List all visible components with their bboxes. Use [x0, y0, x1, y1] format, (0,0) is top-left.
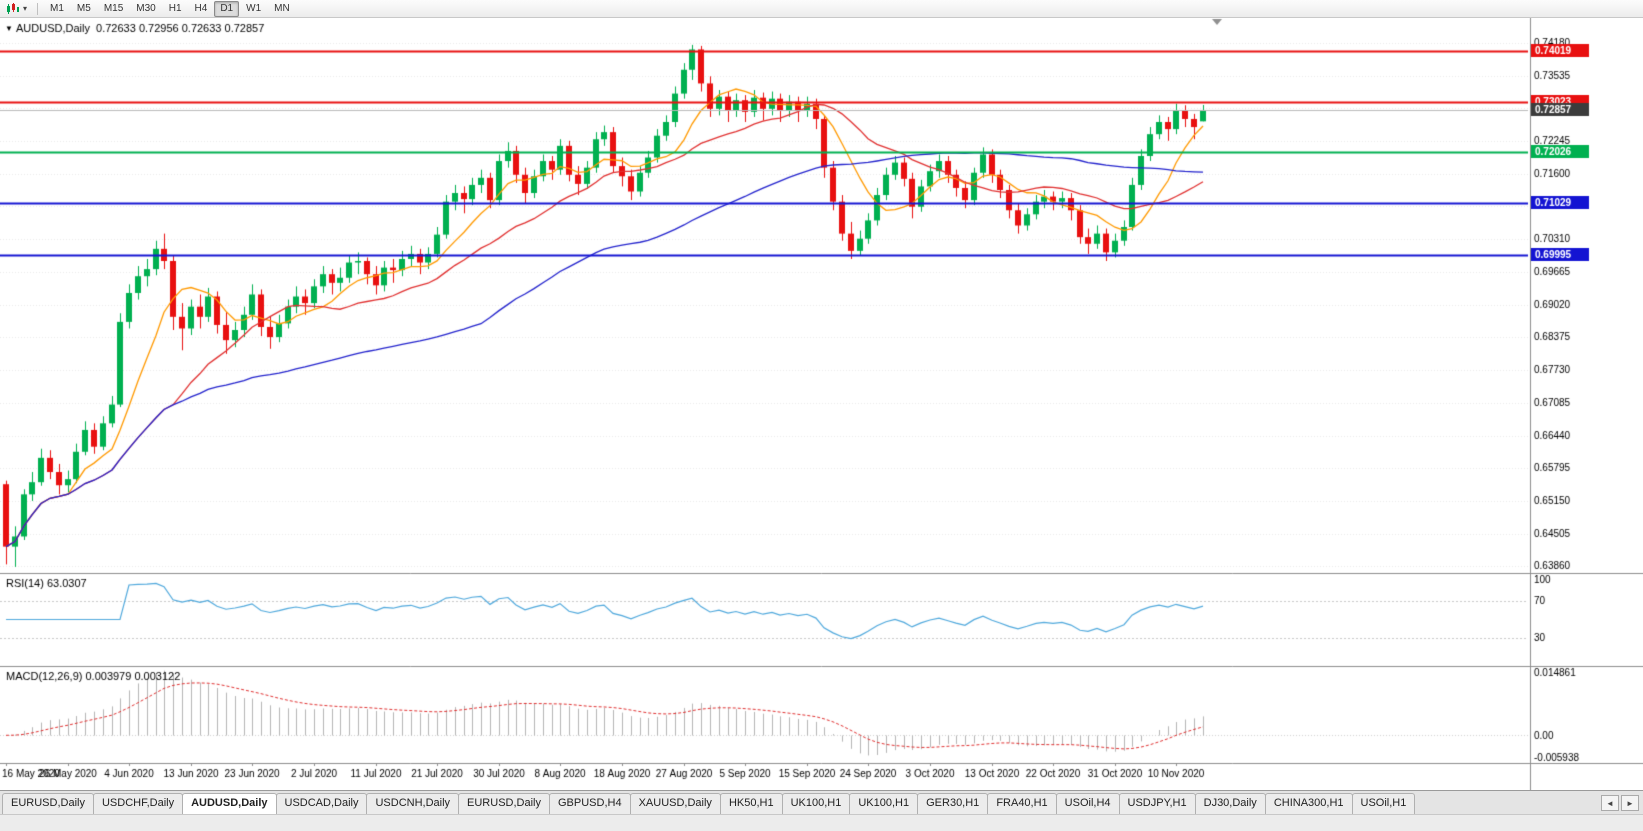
- tab-usdchf-daily[interactable]: USDCHF,Daily: [92, 793, 184, 814]
- status-strip: [0, 814, 1643, 831]
- timeframe-button-D1[interactable]: D1: [214, 0, 240, 17]
- timeframe-button-MN[interactable]: MN: [274, 2, 290, 14]
- tab-eurusd-daily[interactable]: EURUSD,Daily: [458, 793, 550, 814]
- toolbar-separator: [37, 2, 39, 15]
- timeframe-button-M15[interactable]: M15: [103, 2, 124, 14]
- tab-china300-h1[interactable]: CHINA300,H1: [1264, 793, 1353, 814]
- timeframe-button-H1[interactable]: H1: [168, 2, 182, 14]
- timeframe-button-M5[interactable]: M5: [76, 2, 91, 14]
- tab-uk100-h1[interactable]: UK100,H1: [849, 793, 919, 814]
- top-toolbar: ▾ M1 M5 M15 M30 H1 H4 D1 W1 MN: [0, 0, 1643, 18]
- chart-type-icon[interactable]: [6, 2, 20, 15]
- tab-audusd-daily[interactable]: AUDUSD,Daily: [182, 793, 277, 814]
- tabs-scroll-right-button[interactable]: ►: [1621, 795, 1639, 811]
- tab-usoil-h1[interactable]: USOil,H1: [1351, 793, 1416, 814]
- tab-ger30-h1[interactable]: GER30,H1: [917, 793, 989, 814]
- tab-usdcnh-daily[interactable]: USDCNH,Daily: [366, 793, 460, 814]
- timeframe-button-group: M1 M5 M15 M30 H1 H4 D1 W1 MN: [44, 0, 296, 17]
- tab-xauusd-daily[interactable]: XAUUSD,Daily: [629, 793, 721, 814]
- candlestick-glyph: [7, 3, 19, 14]
- timeframe-button-M1[interactable]: M1: [50, 2, 64, 14]
- timeframe-button-W1[interactable]: W1: [246, 2, 262, 14]
- price-chart-canvas[interactable]: [0, 18, 1643, 790]
- timeframe-button-H4[interactable]: H4: [194, 2, 208, 14]
- tab-usdcad-daily[interactable]: USDCAD,Daily: [275, 793, 368, 814]
- tabs-scroll-left-button[interactable]: ◄: [1601, 795, 1619, 811]
- chart-dropdown-icon[interactable]: ▾: [23, 4, 28, 13]
- tab-usoil-h4[interactable]: USOil,H4: [1055, 793, 1120, 814]
- chart-tabs: EURUSD,Daily USDCHF,Daily AUDUSD,Daily USDC…: [0, 793, 1597, 814]
- tab-eurusd-daily[interactable]: EURUSD,Daily: [2, 793, 94, 814]
- timeframe-button-M30[interactable]: M30: [136, 2, 156, 14]
- tabs-scroll-group: ◄ ►: [1597, 795, 1643, 814]
- tab-dj30-daily[interactable]: DJ30,Daily: [1194, 793, 1266, 814]
- chart-tabs-bar: EURUSD,Daily USDCHF,Daily AUDUSD,Daily USDC…: [0, 790, 1643, 814]
- tab-usdjpy-h1[interactable]: USDJPY,H1: [1118, 793, 1196, 814]
- tab-hk50-h1[interactable]: HK50,H1: [719, 793, 783, 814]
- tab-gbpusd-h4[interactable]: GBPUSD,H4: [549, 793, 631, 814]
- tab-uk100-h1[interactable]: UK100,H1: [781, 793, 851, 814]
- tab-fra40-h1[interactable]: FRA40,H1: [987, 793, 1057, 814]
